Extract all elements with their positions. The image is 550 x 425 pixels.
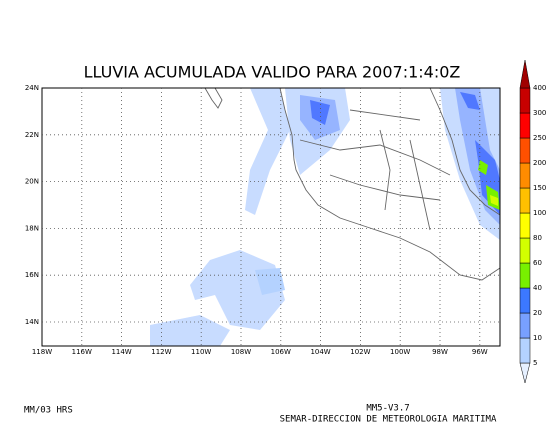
map-title: LLUVIA ACUMULADA VALIDO PARA 2007:1:4:0Z (84, 63, 461, 82)
colorbar-segment (519, 237, 531, 264)
footer-credit: SEMAR-DIRECCION DE METEOROLOGIA MARITIMA (280, 415, 497, 425)
lon-tick-label: 96W (472, 348, 488, 356)
lon-tick-label: 112W (151, 348, 171, 356)
lon-tick-label: 118W (32, 348, 52, 356)
lon-tick-label: 104W (310, 348, 330, 356)
colorbar-segment (519, 162, 531, 189)
colorbar-segment (519, 137, 531, 164)
colorbar-segment (519, 212, 531, 239)
coastlines (204, 87, 501, 281)
colorbar-label: 150 (533, 184, 546, 192)
lat-tick-label: 16N (25, 271, 39, 279)
lat-tick-label: 22N (25, 131, 39, 139)
lat-tick-label: 18N (25, 224, 39, 232)
map-frame (41, 87, 501, 347)
lon-tick-label: 106W (271, 348, 291, 356)
footer-model: MM5-V3.7 (366, 404, 409, 414)
colorbar-label: 60 (533, 259, 542, 267)
colorbar-label: 200 (533, 159, 546, 167)
lon-tick-label: 108W (231, 348, 251, 356)
colorbar-segment (519, 312, 531, 339)
lat-tick-label: 24N (25, 84, 39, 92)
colorbar-label: 5 (533, 359, 537, 367)
colorbar-label: 10 (533, 334, 542, 342)
colorbar-segment (519, 287, 531, 314)
colorbar-end (519, 362, 531, 384)
colorbar-label: 80 (533, 234, 542, 242)
lat-tick-label: 20N (25, 178, 39, 186)
footer-hours: MM/03 HRS (24, 406, 73, 416)
lon-tick-label: 100W (390, 348, 410, 356)
rain-field (150, 88, 500, 346)
colorbar-segment (519, 337, 531, 364)
colorbar-segment (519, 112, 531, 139)
colorbar-label: 400 (533, 84, 546, 92)
colorbar-label: 20 (533, 309, 542, 317)
lon-tick-label: 98W (432, 348, 448, 356)
colorbar-label: 250 (533, 134, 546, 142)
colorbar-segment (519, 187, 531, 214)
lon-tick-label: 114W (111, 348, 131, 356)
colorbar-label: 300 (533, 109, 546, 117)
colorbar-label: 100 (533, 209, 546, 217)
lon-tick-label: 110W (191, 348, 211, 356)
lat-tick-label: 14N (25, 318, 39, 326)
colorbar-segment (519, 87, 531, 114)
colorbar-label: 40 (533, 284, 542, 292)
lon-tick-label: 116W (72, 348, 92, 356)
lon-tick-label: 102W (350, 348, 370, 356)
colorbar-segment (519, 262, 531, 289)
colorbar-end (519, 59, 531, 89)
